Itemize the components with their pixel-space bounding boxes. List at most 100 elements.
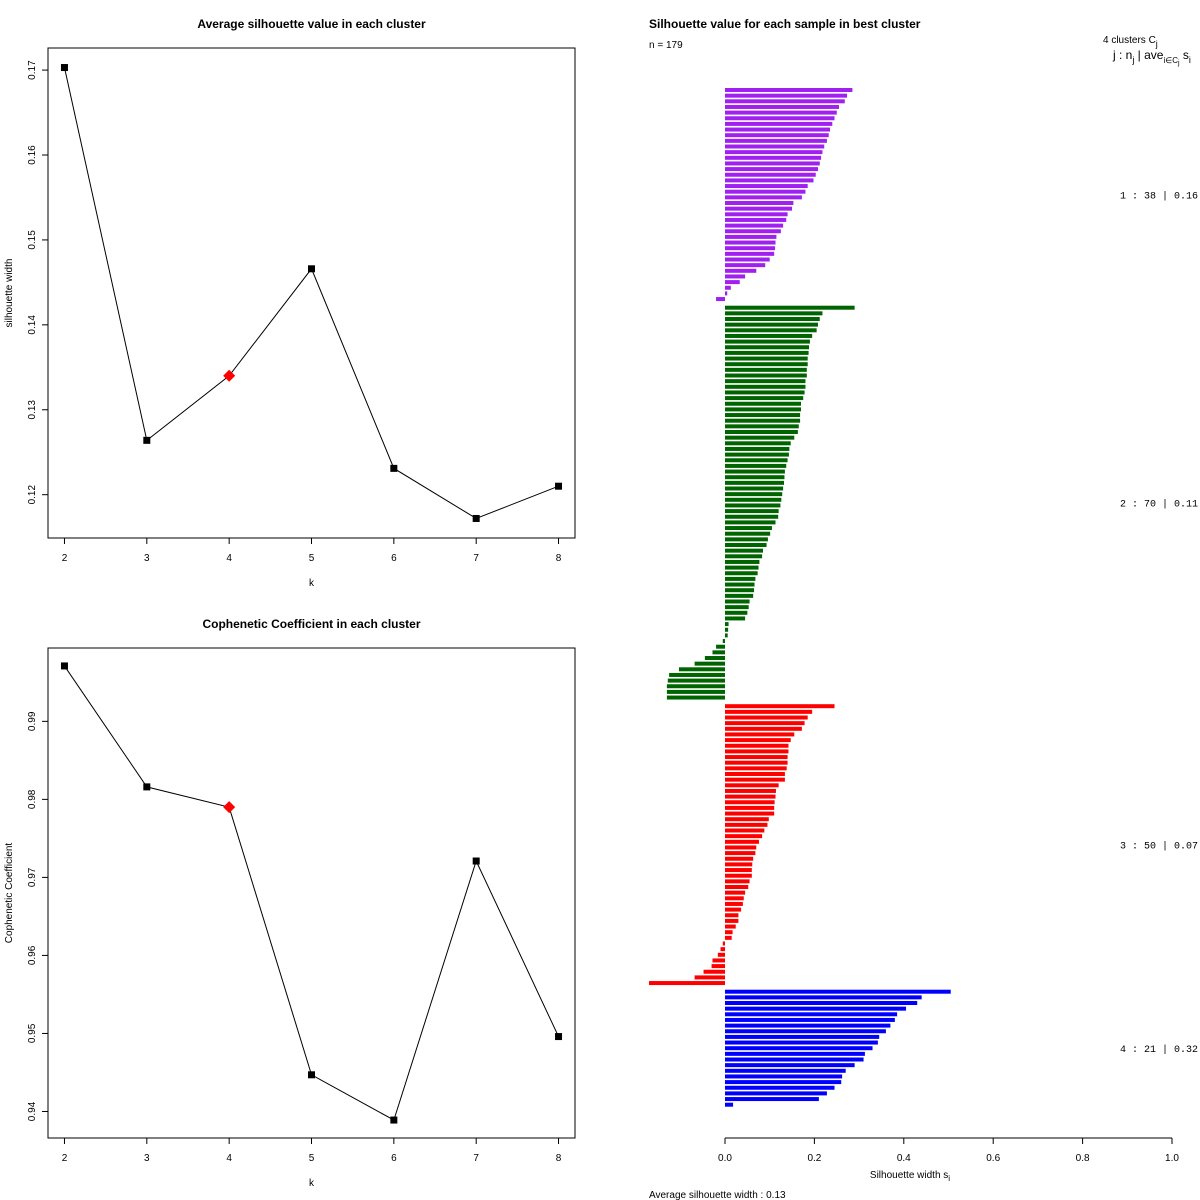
silhouette-bar <box>725 605 749 610</box>
silhouette-bar <box>725 873 752 878</box>
silhouette-bar <box>725 452 789 457</box>
silhouette-bar <box>725 989 951 994</box>
silhouette-bar <box>725 311 823 316</box>
silhouette-bar <box>725 805 775 810</box>
silhouette-bar <box>725 367 807 372</box>
silhouette-bar <box>725 317 820 321</box>
silhouette-bar <box>725 178 814 183</box>
silhouette-bar <box>725 616 746 621</box>
silhouette-bar <box>725 1034 880 1039</box>
silhouette-bar <box>725 240 776 245</box>
data-point <box>555 1033 563 1041</box>
silhouette-bar <box>725 571 758 576</box>
silhouette-bar <box>725 1012 898 1017</box>
silhouette-bar <box>725 172 816 177</box>
silhouette-bar <box>725 195 802 200</box>
silhouette-bar <box>725 206 793 211</box>
silhouette-bar <box>725 339 810 344</box>
silhouette-bar-chart: Silhouette value for each sample in best… <box>649 17 1198 1200</box>
silhouette-bar <box>725 333 813 338</box>
silhouette-bar <box>725 715 808 720</box>
x-tick-label: 4 <box>226 553 232 564</box>
silhouette-bar <box>725 1051 865 1056</box>
silhouette-bar <box>725 627 729 632</box>
y-axis-label: Cophenetic Coefficient <box>4 843 15 944</box>
silhouette-bar <box>725 217 787 222</box>
silhouette-bar <box>725 743 789 748</box>
silhouette-bar <box>725 223 784 228</box>
silhouette-bar <box>725 251 775 256</box>
silhouette-bar <box>725 133 829 138</box>
silhouette-bar <box>725 127 831 132</box>
x-axis-label: Silhouette width si <box>870 1170 950 1183</box>
silhouette-bar <box>725 373 807 378</box>
silhouette-bar <box>725 430 798 434</box>
silhouette-bar <box>725 559 760 564</box>
silhouette-bar <box>725 918 739 923</box>
cluster-legend-label: 2 : 70 | 0.11 <box>1120 498 1198 510</box>
silhouette-bar <box>725 924 736 929</box>
x-tick-label: 0.8 <box>1076 1153 1090 1164</box>
highlight-point <box>223 369 236 382</box>
silhouette-bar <box>725 246 776 251</box>
silhouette-bar <box>725 879 750 884</box>
silhouette-bar <box>725 509 779 514</box>
y-tick-label: 0.96 <box>27 945 38 965</box>
data-point <box>143 783 151 791</box>
silhouette-bar <box>725 548 763 553</box>
silhouette-bar <box>725 407 801 412</box>
silhouette-bar <box>725 1040 878 1045</box>
silhouette-bar <box>725 582 755 587</box>
silhouette-bar <box>725 777 785 782</box>
x-tick-label: 7 <box>473 553 479 564</box>
silhouette-bar <box>725 1068 846 1073</box>
silhouette-bar <box>717 952 725 957</box>
silhouette-bar <box>711 964 725 969</box>
silhouette-bar <box>725 755 788 760</box>
silhouette-bar <box>666 684 725 689</box>
silhouette-bar <box>725 817 769 822</box>
silhouette-bar <box>725 1017 895 1022</box>
silhouette-bar <box>725 896 744 901</box>
silhouette-bar <box>725 995 922 1000</box>
x-axis-label: k <box>309 578 315 589</box>
x-tick-label: 0.0 <box>718 1153 732 1164</box>
silhouette-bar <box>725 721 805 726</box>
silhouette-bar <box>725 788 776 793</box>
silhouette-bar <box>669 672 725 677</box>
silhouette-bar <box>725 384 806 389</box>
x-tick-label: 5 <box>309 1153 315 1164</box>
y-tick-label: 0.14 <box>27 315 38 335</box>
y-tick-label: 0.98 <box>27 789 38 809</box>
silhouette-bar <box>716 297 725 302</box>
data-point <box>390 464 398 472</box>
cluster-legend-label: 3 : 50 | 0.07 <box>1120 840 1198 852</box>
silhouette-bar <box>725 1091 827 1096</box>
cophenetic-line-chart: Cophenetic Coefficient in each cluster 2 3… <box>4 617 576 1189</box>
silhouette-bar <box>725 486 784 491</box>
silhouette-bar <box>725 88 853 92</box>
sample-count-label: n = 179 <box>649 40 683 51</box>
data-point <box>308 1071 315 1079</box>
silhouette-bar <box>725 379 806 384</box>
silhouette-bar <box>725 907 742 912</box>
silhouette-bar <box>725 811 775 816</box>
silhouette-bar <box>725 1074 843 1079</box>
x-tick-label: 2 <box>62 553 68 564</box>
silhouette-bar <box>725 418 801 423</box>
silhouette-bar <box>725 463 787 468</box>
silhouette-bar <box>725 732 795 737</box>
silhouette-bar <box>694 661 725 666</box>
silhouette-bar <box>694 975 725 980</box>
silhouette-bar <box>725 839 759 844</box>
data-point <box>390 1116 398 1124</box>
y-tick-label: 0.15 <box>27 230 38 250</box>
silhouette-bar <box>725 599 750 604</box>
silhouette-bar <box>725 503 781 508</box>
data-point <box>555 482 563 490</box>
silhouette-bar <box>725 588 755 593</box>
silhouette-bar <box>725 469 785 474</box>
silhouette-bar <box>725 633 728 638</box>
silhouette-bar <box>725 1023 891 1028</box>
y-tick-label: 0.17 <box>27 60 38 80</box>
